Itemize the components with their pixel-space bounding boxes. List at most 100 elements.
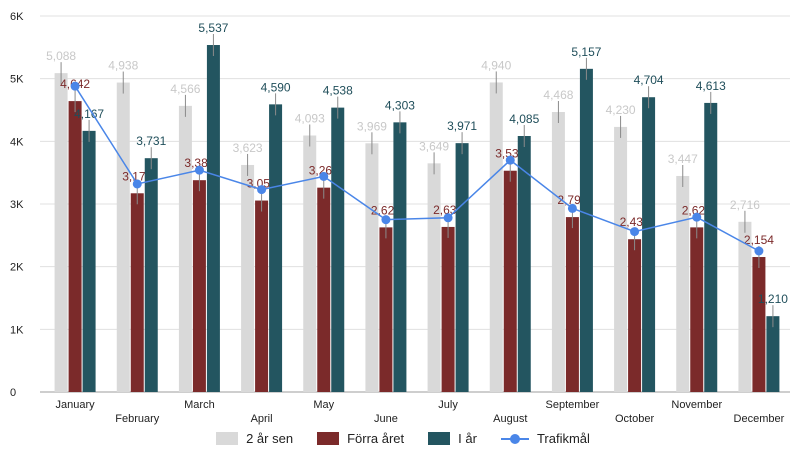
bar: [130, 193, 144, 392]
data-label: 4,167: [74, 107, 104, 121]
legend-swatch-forra-aret: [317, 431, 340, 445]
trafikmal-point: [630, 227, 640, 237]
bar: [365, 143, 379, 392]
y-tick-label: 1K: [10, 324, 24, 336]
bar: [269, 104, 283, 393]
trafikmal-point: [567, 203, 577, 213]
x-tick-label: July: [438, 399, 458, 411]
data-label: 4,613: [696, 79, 726, 93]
trafikmal-point: [319, 171, 329, 181]
x-tick-label: October: [615, 413, 654, 425]
bar: [393, 122, 407, 392]
bar: [379, 227, 393, 392]
data-label: 3,971: [447, 119, 477, 133]
trafikmal-point: [381, 215, 391, 225]
legend-swatch-i-ar: [428, 431, 451, 445]
legend-label-2-ar-sen: 2 år sen: [246, 430, 294, 446]
data-label: 2,716: [730, 198, 760, 212]
data-label: 4,538: [323, 84, 353, 98]
bar: [766, 316, 780, 392]
bar: [503, 170, 517, 392]
data-label: 5,537: [198, 21, 228, 35]
bar: [54, 73, 68, 392]
legend-label-trafikmal: Trafikmål: [536, 430, 590, 446]
data-label: 3,731: [136, 134, 166, 148]
legend-item-2-ar-sen[interactable]: 2 år sen: [216, 431, 293, 446]
legend-swatch-2-ar-sen: [216, 431, 239, 445]
x-tick-label: May: [313, 399, 334, 411]
bar: [144, 158, 158, 392]
x-tick-label: February: [115, 413, 160, 425]
chart-legend: 2 år sen Förra året I år Trafikmål: [0, 426, 806, 450]
bar: [690, 227, 704, 392]
x-tick-label: March: [184, 399, 215, 411]
y-tick-label: 3K: [10, 199, 24, 211]
y-tick-label: 4K: [10, 136, 24, 148]
data-label: 4,566: [170, 82, 200, 96]
data-label: 5,088: [46, 49, 76, 63]
bar: [241, 164, 255, 392]
data-label: 3,969: [357, 119, 387, 133]
bar: [331, 107, 345, 393]
x-tick-label: April: [251, 413, 273, 425]
data-label: 4,938: [108, 59, 138, 73]
bar: [317, 187, 331, 392]
data-label: 4,704: [634, 73, 664, 87]
trafikmal-point: [194, 165, 204, 175]
legend-label-i-ar: I år: [458, 430, 477, 446]
data-label: 4,230: [606, 103, 636, 117]
y-tick-label: 6K: [10, 11, 24, 23]
bar: [642, 97, 656, 392]
trafikmal-line: [74, 85, 760, 252]
bar: [68, 101, 82, 393]
bar: [427, 163, 441, 392]
legend-item-forra-aret[interactable]: Förra året: [317, 431, 404, 446]
legend-label-forra-aret: Förra året: [347, 430, 405, 446]
trafikmal-point: [505, 155, 515, 165]
bar: [455, 143, 469, 392]
data-label: 4,093: [295, 112, 325, 126]
legend-item-trafikmal[interactable]: Trafikmål: [500, 430, 590, 446]
bar: [752, 257, 766, 392]
bar: [738, 221, 752, 392]
x-tick-label: June: [374, 413, 398, 425]
bar: [82, 130, 96, 393]
bar: [551, 112, 565, 392]
x-tick-label: January: [56, 399, 96, 411]
y-tick-label: 5K: [10, 74, 24, 86]
bar: [489, 82, 503, 392]
bar: [206, 45, 220, 392]
bar: [441, 226, 455, 392]
bar: [614, 126, 628, 393]
bar: [116, 82, 130, 392]
bar: [628, 239, 642, 392]
data-label: 2,154: [744, 233, 774, 247]
trafikmal-point: [257, 185, 267, 195]
y-tick-label: 2K: [10, 262, 24, 274]
data-label: 5,157: [571, 45, 601, 59]
x-tick-label: December: [734, 413, 785, 425]
data-label: 3,623: [233, 141, 263, 155]
bar: [676, 175, 690, 392]
legend-item-i-ar[interactable]: I år: [428, 431, 477, 446]
x-tick-label: November: [671, 399, 722, 411]
data-label: 1,210: [758, 292, 788, 306]
data-label: 3,649: [419, 139, 449, 153]
trafikmal-point: [443, 213, 453, 223]
bar: [178, 105, 192, 392]
data-label: 3,447: [668, 152, 698, 166]
trafikmal-point: [70, 81, 80, 91]
legend-swatch-trafikmal: [500, 432, 529, 445]
bar: [255, 200, 269, 392]
bar: [704, 102, 718, 392]
y-tick-label: 0: [10, 387, 16, 399]
data-label: 4,940: [481, 58, 511, 72]
x-tick-label: August: [493, 413, 527, 425]
data-label: 4,590: [261, 80, 291, 94]
data-label: 4,468: [543, 88, 573, 102]
bar: [517, 136, 531, 392]
bar: [192, 180, 206, 392]
bar: [303, 135, 317, 392]
trafikmal-point: [132, 179, 142, 189]
